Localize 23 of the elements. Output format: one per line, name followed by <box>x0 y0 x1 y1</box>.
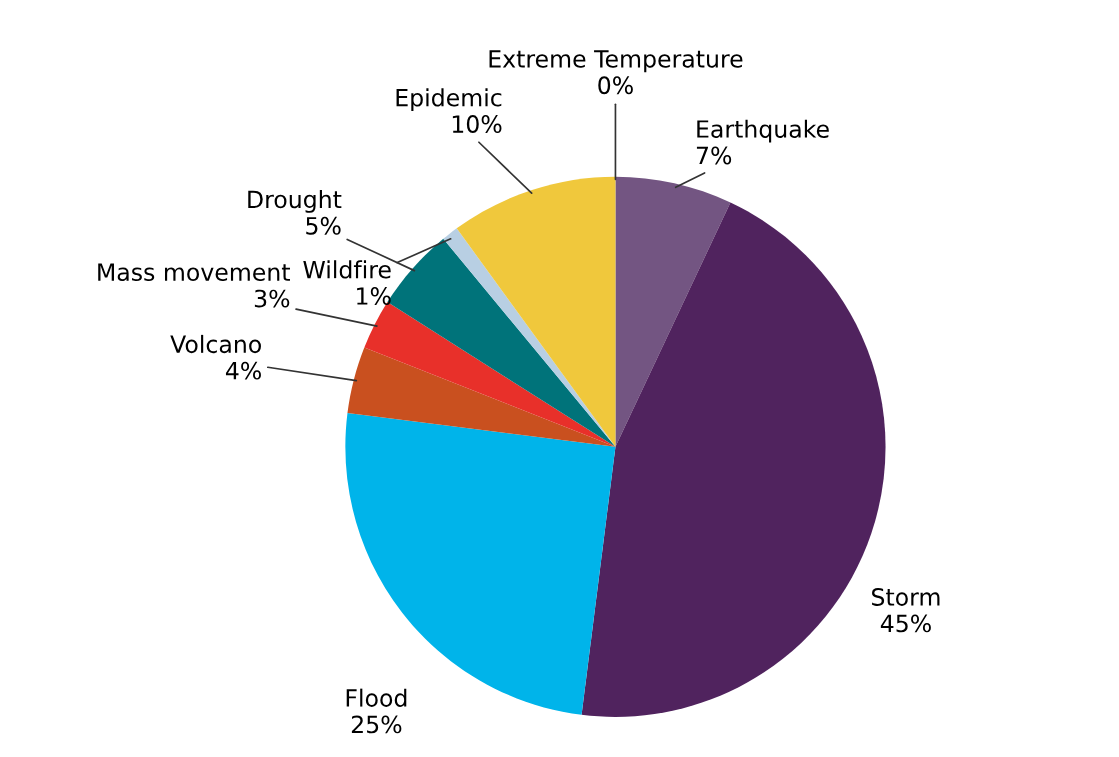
text: 0% <box>598 76 633 95</box>
slice-label: Wildfire <box>303 260 391 279</box>
data-label: 1% <box>357 287 391 305</box>
pie-slice <box>456 176 616 447</box>
slice-label: Epidemic <box>396 88 502 112</box>
data-label: 3% <box>254 289 290 308</box>
data-label: 5% <box>306 216 341 235</box>
slice-label: Mass movement <box>98 263 290 282</box>
data-label: 10% <box>452 115 502 133</box>
pie-slice <box>347 347 616 447</box>
slice-label: Storm <box>872 588 940 606</box>
slice-label: Drought <box>248 189 342 213</box>
data-label: 25% <box>351 715 402 734</box>
slice-label: Volcano <box>170 334 261 354</box>
slice-label: Flood <box>346 688 407 707</box>
pie-slice <box>615 176 731 447</box>
slice-label: Earthquake <box>697 119 829 143</box>
data-label: 7% <box>696 146 732 165</box>
pie-slice <box>443 228 616 447</box>
pie-slice <box>345 412 616 715</box>
data-label: 45% <box>880 614 931 633</box>
category-label: Extreme Temperature <box>489 50 743 73</box>
data-label: 4% <box>225 361 261 380</box>
